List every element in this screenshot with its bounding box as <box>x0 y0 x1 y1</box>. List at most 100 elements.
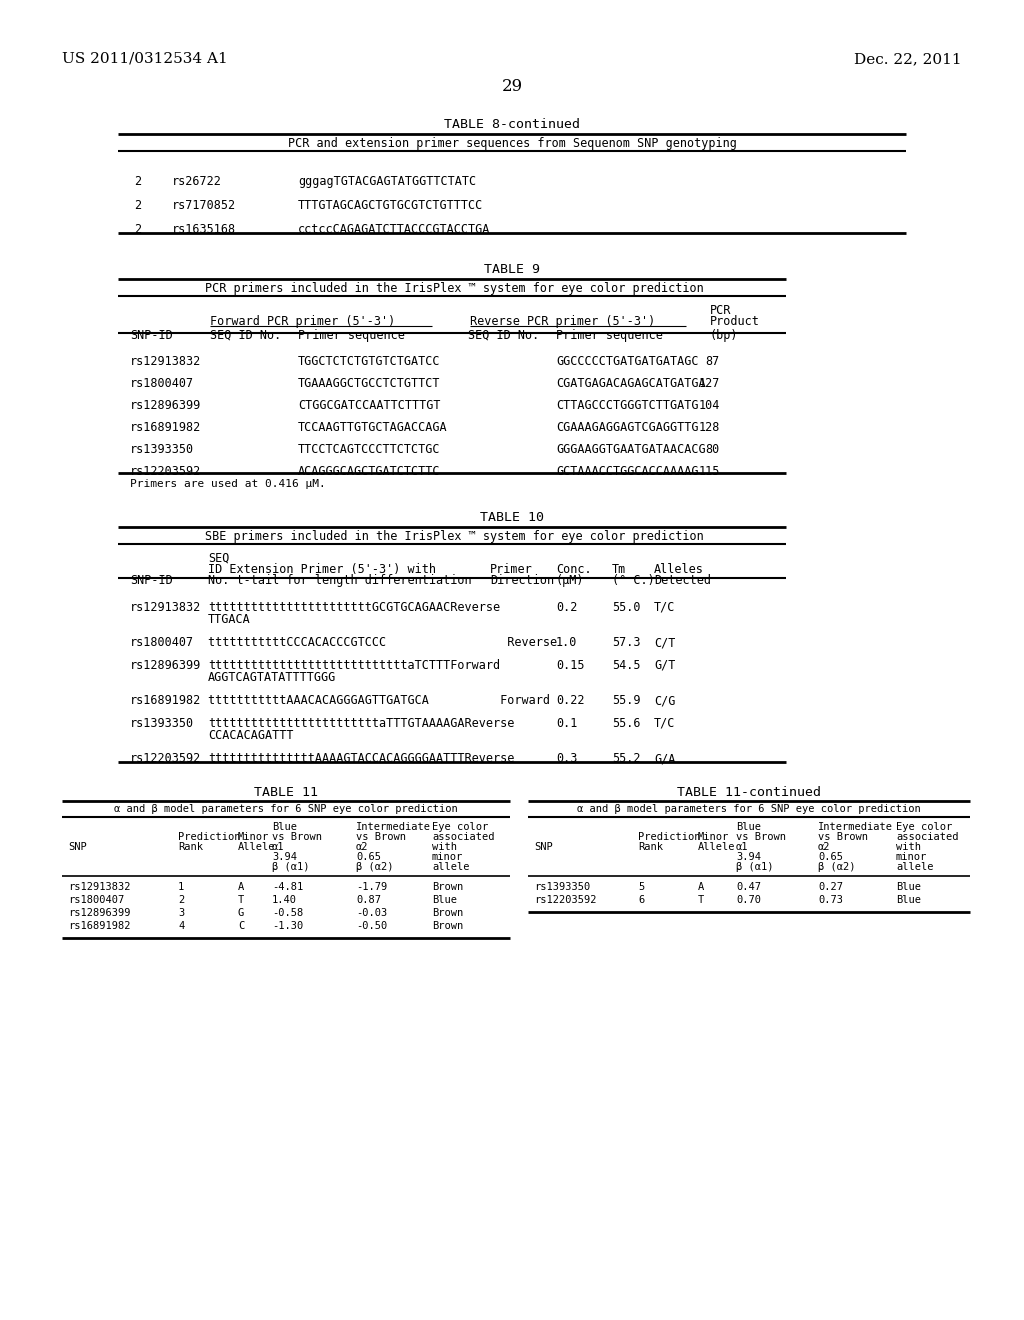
Text: rs16891982: rs16891982 <box>68 921 130 931</box>
Text: Primer: Primer <box>490 564 532 576</box>
Text: T: T <box>698 895 705 906</box>
Text: vs Brown: vs Brown <box>818 832 868 842</box>
Text: SNP: SNP <box>534 842 553 851</box>
Text: rs12913832: rs12913832 <box>130 355 202 368</box>
Text: 2: 2 <box>178 895 184 906</box>
Text: tttttttttttAAACACAGGGAGTTGATGCA          Forward: tttttttttttAAACACAGGGAGTTGATGCA Forward <box>208 694 550 708</box>
Text: tttttttttttttttAAAAGTACCACAGGGGAATTTReverse: tttttttttttttttAAAAGTACCACAGGGGAATTTReve… <box>208 752 514 766</box>
Text: No. t-tail for length differentiation: No. t-tail for length differentiation <box>208 574 472 587</box>
Text: with: with <box>896 842 921 851</box>
Text: rs1393350: rs1393350 <box>130 444 195 455</box>
Text: vs Brown: vs Brown <box>356 832 406 842</box>
Text: 104: 104 <box>698 399 720 412</box>
Text: tttttttttttttttttttttttGCGTGCAGAACReverse: tttttttttttttttttttttttGCGTGCAGAACRevers… <box>208 601 500 614</box>
Text: 2: 2 <box>134 176 141 187</box>
Text: cctccCAGAGATCTTACCCGTACCTGA: cctccCAGAGATCTTACCCGTACCTGA <box>298 223 490 236</box>
Text: Conc.: Conc. <box>556 564 592 576</box>
Text: 0.47: 0.47 <box>736 882 761 892</box>
Text: allele: allele <box>896 862 934 873</box>
Text: Forward PCR primer (5'-3'): Forward PCR primer (5'-3') <box>210 315 395 327</box>
Text: Minor: Minor <box>238 832 269 842</box>
Text: SNP-ID: SNP-ID <box>130 329 173 342</box>
Text: rs1635168: rs1635168 <box>172 223 237 236</box>
Text: PCR primers included in the IrisPlex ™ system for eye color prediction: PCR primers included in the IrisPlex ™ s… <box>205 282 703 294</box>
Text: rs12896399: rs12896399 <box>130 659 202 672</box>
Text: C: C <box>238 921 245 931</box>
Text: Dec. 22, 2011: Dec. 22, 2011 <box>854 51 962 66</box>
Text: -4.81: -4.81 <box>272 882 303 892</box>
Text: Prediction: Prediction <box>638 832 700 842</box>
Text: CTGGCGATCCAATTCTTTGT: CTGGCGATCCAATTCTTTGT <box>298 399 440 412</box>
Text: 54.5: 54.5 <box>612 659 640 672</box>
Text: TABLE 11: TABLE 11 <box>254 785 318 799</box>
Text: TABLE 9: TABLE 9 <box>484 263 540 276</box>
Text: allele: allele <box>432 862 469 873</box>
Text: Primer sequence: Primer sequence <box>298 329 404 342</box>
Text: Prediction: Prediction <box>178 832 241 842</box>
Text: α1: α1 <box>272 842 285 851</box>
Text: TTGACA: TTGACA <box>208 612 251 626</box>
Text: A: A <box>238 882 245 892</box>
Text: Primer sequence: Primer sequence <box>556 329 663 342</box>
Text: SEQ: SEQ <box>208 552 229 565</box>
Text: β (α2): β (α2) <box>356 862 393 873</box>
Text: 55.0: 55.0 <box>612 601 640 614</box>
Text: ID Extension Primer (5'-3') with: ID Extension Primer (5'-3') with <box>208 564 436 576</box>
Text: associated: associated <box>432 832 495 842</box>
Text: TTCCTCAGTCCCTTCTCTGC: TTCCTCAGTCCCTTCTCTGC <box>298 444 440 455</box>
Text: rs1800407: rs1800407 <box>68 895 124 906</box>
Text: minor: minor <box>896 851 928 862</box>
Text: Intermediate: Intermediate <box>818 822 893 832</box>
Text: 0.27: 0.27 <box>818 882 843 892</box>
Text: β (α1): β (α1) <box>736 862 773 873</box>
Text: 0.15: 0.15 <box>556 659 585 672</box>
Text: ttttttttttttttttttttttttttttaTCTTTForward: ttttttttttttttttttttttttttttaTCTTTForwar… <box>208 659 500 672</box>
Text: β (α2): β (α2) <box>818 862 855 873</box>
Text: GGCCCCCTGATGATGATAGC: GGCCCCCTGATGATGATAGC <box>556 355 698 368</box>
Text: Direction: Direction <box>490 574 554 587</box>
Text: rs26722: rs26722 <box>172 176 222 187</box>
Text: ttttttttttttttttttttttttaTTTGTAAAAGAReverse: ttttttttttttttttttttttttaTTTGTAAAAGAReve… <box>208 717 514 730</box>
Text: 55.2: 55.2 <box>612 752 640 766</box>
Text: -1.30: -1.30 <box>272 921 303 931</box>
Text: α1: α1 <box>736 842 749 851</box>
Text: α and β model parameters for 6 SNP eye color prediction: α and β model parameters for 6 SNP eye c… <box>578 804 921 814</box>
Text: 3.94: 3.94 <box>736 851 761 862</box>
Text: 0.22: 0.22 <box>556 694 585 708</box>
Text: (μM): (μM) <box>556 574 585 587</box>
Text: -0.03: -0.03 <box>356 908 387 917</box>
Text: rs12896399: rs12896399 <box>130 399 202 412</box>
Text: CGAAAGAGGAGTCGAGGTTG: CGAAAGAGGAGTCGAGGTTG <box>556 421 698 434</box>
Text: Minor: Minor <box>698 832 729 842</box>
Text: 0.3: 0.3 <box>556 752 578 766</box>
Text: 0.1: 0.1 <box>556 717 578 730</box>
Text: Eye color: Eye color <box>896 822 952 832</box>
Text: 2: 2 <box>134 199 141 213</box>
Text: 115: 115 <box>698 465 720 478</box>
Text: (bp): (bp) <box>710 329 738 342</box>
Text: 127: 127 <box>698 378 720 389</box>
Text: rs12913832: rs12913832 <box>68 882 130 892</box>
Text: Alleles: Alleles <box>654 564 703 576</box>
Text: rs1800407: rs1800407 <box>130 636 195 649</box>
Text: TABLE 11-continued: TABLE 11-continued <box>677 785 821 799</box>
Text: Intermediate: Intermediate <box>356 822 431 832</box>
Text: minor: minor <box>432 851 463 862</box>
Text: 3.94: 3.94 <box>272 851 297 862</box>
Text: CTTAGCCCTGGGTCTTGATG: CTTAGCCCTGGGTCTTGATG <box>556 399 698 412</box>
Text: SNP-ID: SNP-ID <box>130 574 173 587</box>
Text: Blue: Blue <box>896 882 921 892</box>
Text: 80: 80 <box>706 444 720 455</box>
Text: β (α1): β (α1) <box>272 862 309 873</box>
Text: -1.79: -1.79 <box>356 882 387 892</box>
Text: SNP: SNP <box>68 842 87 851</box>
Text: PCR: PCR <box>710 304 731 317</box>
Text: 0.2: 0.2 <box>556 601 578 614</box>
Text: -0.50: -0.50 <box>356 921 387 931</box>
Text: TABLE 8-continued: TABLE 8-continued <box>444 117 580 131</box>
Text: T/C: T/C <box>654 717 676 730</box>
Text: rs1393350: rs1393350 <box>130 717 195 730</box>
Text: rs12896399: rs12896399 <box>68 908 130 917</box>
Text: with: with <box>432 842 457 851</box>
Text: Blue: Blue <box>896 895 921 906</box>
